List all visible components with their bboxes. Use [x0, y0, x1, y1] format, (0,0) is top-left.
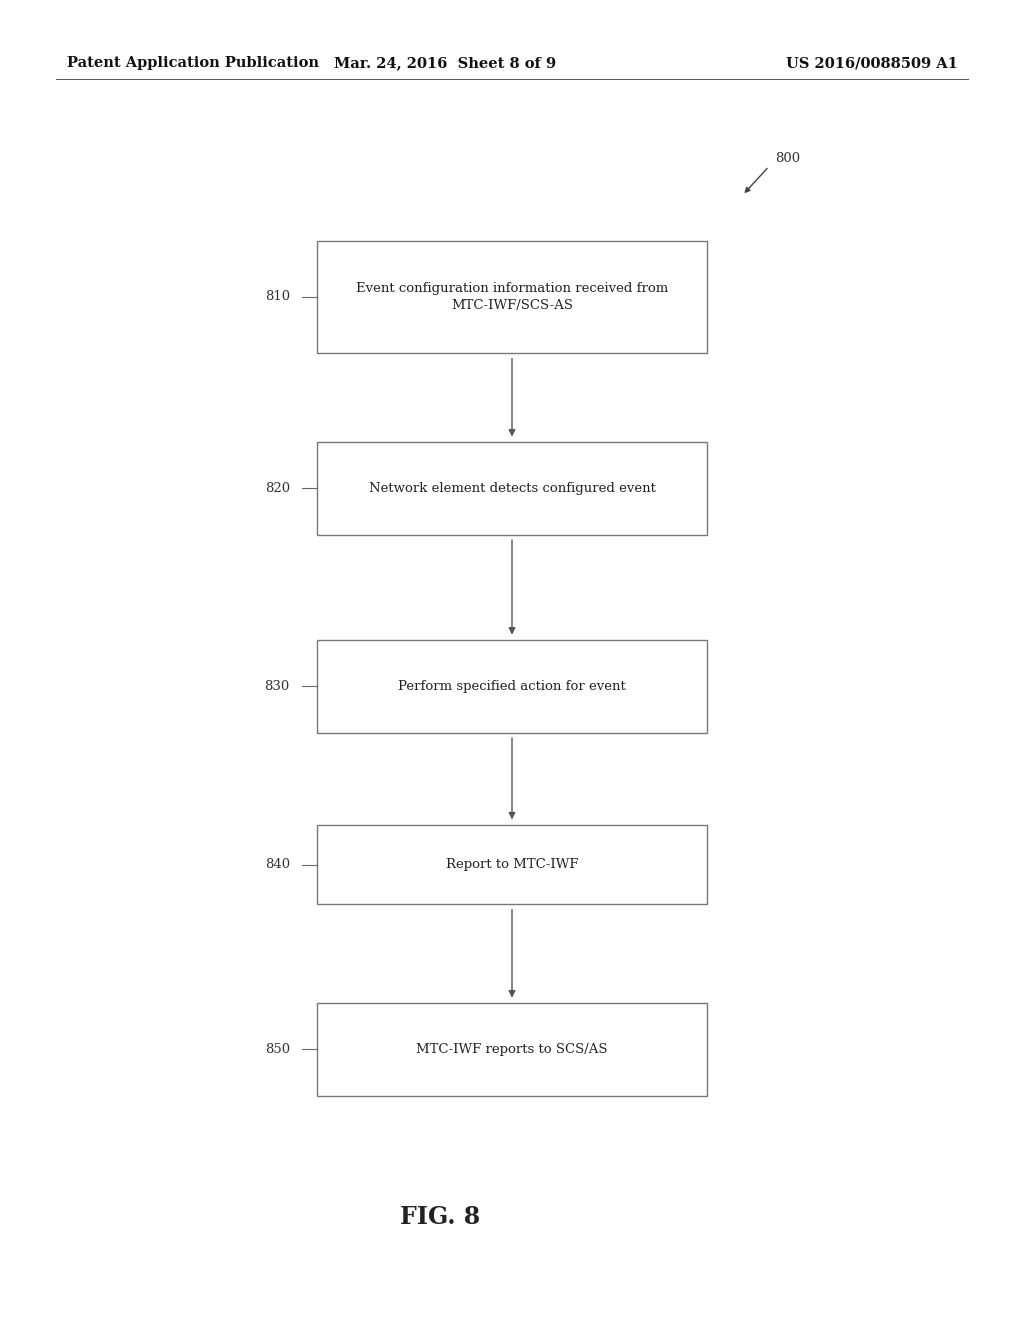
Text: 800: 800 [775, 152, 801, 165]
Bar [317, 240, 707, 352]
Text: 830: 830 [264, 680, 290, 693]
Text: 810: 810 [264, 290, 290, 304]
Text: Network element detects configured event: Network element detects configured event [369, 482, 655, 495]
Text: 850: 850 [264, 1043, 290, 1056]
Text: Mar. 24, 2016  Sheet 8 of 9: Mar. 24, 2016 Sheet 8 of 9 [335, 57, 556, 70]
Text: 820: 820 [264, 482, 290, 495]
Text: Perform specified action for event: Perform specified action for event [398, 680, 626, 693]
Bar [317, 825, 707, 904]
Text: Patent Application Publication: Patent Application Publication [67, 57, 318, 70]
Bar [317, 640, 707, 733]
Text: FIG. 8: FIG. 8 [400, 1205, 480, 1229]
Bar [317, 442, 707, 535]
Bar [317, 1003, 707, 1096]
Text: 840: 840 [264, 858, 290, 871]
Text: Report to MTC-IWF: Report to MTC-IWF [445, 858, 579, 871]
Text: Event configuration information received from
MTC-IWF/SCS-AS: Event configuration information received… [356, 282, 668, 312]
Text: US 2016/0088509 A1: US 2016/0088509 A1 [785, 57, 957, 70]
Text: MTC-IWF reports to SCS/AS: MTC-IWF reports to SCS/AS [416, 1043, 608, 1056]
